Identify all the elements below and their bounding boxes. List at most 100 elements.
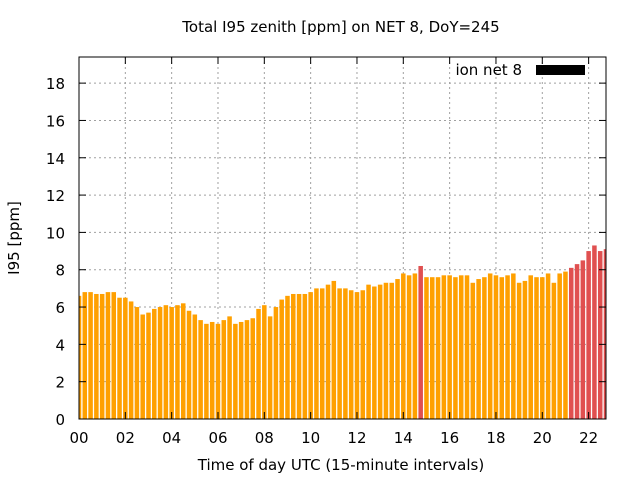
x-tick-label: 00 <box>69 429 88 447</box>
bar <box>238 321 244 419</box>
bar <box>493 275 499 419</box>
bar <box>325 284 331 419</box>
y-tick-label: 18 <box>46 75 65 93</box>
bar <box>366 284 371 419</box>
bar <box>105 292 111 419</box>
y-tick-label: 10 <box>46 224 65 242</box>
chart-title: Total I95 zenith [ppm] on NET 8, DoY=245 <box>181 18 499 36</box>
bar <box>430 277 435 419</box>
bar <box>319 288 325 419</box>
bar <box>568 267 574 419</box>
bar <box>586 251 591 419</box>
y-tick-label: 2 <box>55 374 65 392</box>
bar <box>273 307 279 419</box>
bar <box>157 307 163 419</box>
legend-label: ion net 8 <box>455 61 522 79</box>
bar <box>464 275 470 419</box>
bar <box>198 320 203 419</box>
y-axis-label: I95 [ppm] <box>5 201 23 275</box>
bar <box>343 288 348 419</box>
bar <box>134 307 140 419</box>
bar <box>152 308 157 419</box>
bar <box>372 286 377 419</box>
bar <box>522 280 528 419</box>
bar <box>111 292 117 419</box>
bar <box>279 299 284 419</box>
bar <box>499 277 505 419</box>
bar <box>169 307 174 419</box>
bar <box>99 293 105 419</box>
bar <box>204 323 209 419</box>
bar <box>505 275 510 419</box>
bar <box>597 251 603 419</box>
plot-frame <box>78 56 607 420</box>
bar <box>123 297 128 419</box>
x-tick-label: 22 <box>579 429 598 447</box>
x-tick-label: 10 <box>301 429 320 447</box>
y-tick-label: 14 <box>46 150 65 168</box>
bar <box>534 277 539 419</box>
bar <box>331 280 337 419</box>
x-tick-label: 12 <box>347 429 366 447</box>
bar <box>192 314 198 419</box>
bar <box>447 275 452 419</box>
bar <box>563 271 568 419</box>
bar <box>487 273 493 419</box>
bar <box>354 292 360 419</box>
bar <box>262 305 267 419</box>
y-tick-label: 16 <box>46 112 65 130</box>
bar <box>337 288 342 419</box>
bar <box>389 282 394 419</box>
bar <box>308 292 313 419</box>
y-tick-label: 8 <box>55 262 65 280</box>
bar <box>592 245 597 419</box>
bar <box>146 312 151 419</box>
bar <box>476 279 481 419</box>
bar <box>395 279 400 419</box>
bar <box>453 277 458 419</box>
bar <box>82 292 88 419</box>
bar <box>470 282 476 419</box>
bar <box>412 273 418 419</box>
bar <box>441 275 447 419</box>
bar <box>117 297 122 419</box>
bar <box>424 277 429 419</box>
bar <box>348 290 354 419</box>
bar <box>250 318 255 419</box>
bar <box>180 303 186 419</box>
legend-swatch <box>536 65 585 75</box>
bar <box>540 277 545 419</box>
bar <box>401 273 406 419</box>
y-tick-labels: 0 2 4 6 8 10 12 14 16 18 <box>46 75 65 429</box>
bar <box>314 288 319 419</box>
bar <box>79 295 82 419</box>
legend: ion net 8 <box>455 61 585 79</box>
bar <box>360 290 366 419</box>
bar <box>511 273 516 419</box>
bar <box>256 308 261 419</box>
bar <box>458 275 464 419</box>
bar <box>88 292 93 419</box>
bar <box>94 293 99 419</box>
bar <box>140 314 145 419</box>
bar <box>406 275 412 419</box>
bar <box>574 264 580 419</box>
bar <box>175 305 180 419</box>
y-tick-label: 6 <box>55 299 65 317</box>
x-tick-label: 04 <box>162 429 181 447</box>
bar <box>233 323 238 419</box>
x-tick-label: 14 <box>394 429 413 447</box>
y-tick-label: 0 <box>55 411 65 429</box>
x-tick-label: 02 <box>116 429 135 447</box>
x-axis-label: Time of day UTC (15-minute intervals) <box>197 456 484 474</box>
bar <box>383 282 389 419</box>
bar <box>163 305 169 419</box>
bar <box>215 323 221 419</box>
x-tick-labels: 00 02 04 06 08 10 12 14 16 18 20 22 <box>69 429 598 447</box>
bar <box>244 320 250 419</box>
bar <box>418 265 423 419</box>
bar <box>291 293 296 419</box>
bar <box>296 293 302 419</box>
y-tick-label: 4 <box>55 336 65 354</box>
